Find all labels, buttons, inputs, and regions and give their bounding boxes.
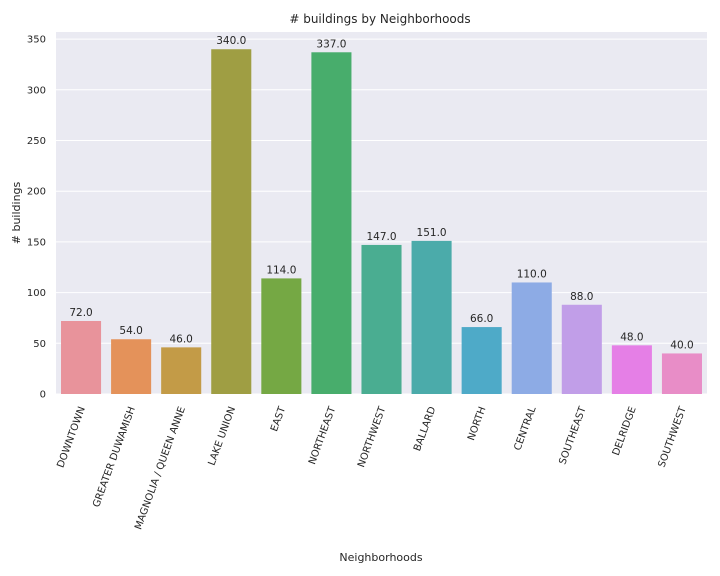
bar-value-label: 151.0 — [417, 227, 447, 239]
x-axis-label: Neighborhoods — [339, 551, 422, 564]
bar — [361, 244, 402, 394]
x-tick-label: NORTHEAST — [307, 404, 338, 466]
bar-value-label: 66.0 — [470, 313, 493, 325]
bar — [111, 339, 152, 394]
bar — [511, 282, 552, 394]
y-tick-label: 100 — [27, 288, 46, 299]
bar-value-label: 54.0 — [119, 325, 142, 337]
bar-value-label: 48.0 — [620, 331, 643, 343]
bar — [611, 345, 652, 394]
bar-value-label: 46.0 — [169, 333, 192, 345]
bar-value-label: 337.0 — [316, 38, 346, 50]
bar — [561, 304, 602, 394]
chart-title: # buildings by Neighborhoods — [289, 12, 470, 26]
x-tick-label: NORTH — [466, 405, 488, 442]
bar-value-label: 110.0 — [517, 268, 547, 280]
x-tick-label: LAKE UNION — [207, 405, 238, 467]
y-tick-label: 300 — [27, 85, 46, 96]
bar — [661, 353, 702, 394]
bar — [261, 278, 302, 394]
y-tick-label: 150 — [27, 237, 46, 248]
x-tick-label: GREATER DUWAMISH — [91, 405, 138, 509]
y-tick-label: 250 — [27, 136, 46, 147]
bar-value-label: 40.0 — [670, 339, 693, 351]
y-tick-label: 0 — [40, 390, 46, 401]
x-tick-label: BALLARD — [412, 405, 438, 453]
bar — [161, 347, 202, 394]
y-tick-label: 50 — [33, 339, 46, 350]
bar — [461, 327, 502, 394]
bar-value-label: 147.0 — [366, 231, 396, 243]
bar-value-label: 88.0 — [570, 291, 593, 303]
bar — [311, 52, 352, 394]
bar — [211, 49, 252, 394]
bar — [61, 320, 102, 394]
y-tick-label: 350 — [27, 35, 46, 46]
x-tick-label: MAGNOLIA / QUEEN ANNE — [133, 405, 188, 531]
y-tick-label: 200 — [27, 187, 46, 198]
bar-value-labels: 72.0 54.0 46.0 340.0 114.0 337.0 147.0 151.0 66.… — [69, 35, 693, 351]
bar — [411, 240, 452, 394]
x-tick-label: CENTRAL — [513, 405, 539, 452]
x-tick-label: SOUTHEAST — [558, 404, 589, 466]
y-axis-label: # buildings — [10, 181, 23, 244]
x-tick-label: SOUTHWEST — [657, 404, 689, 469]
x-tick-label: DELRIDGE — [611, 405, 639, 457]
bar-value-label: 72.0 — [69, 307, 92, 319]
x-tick-label: NORTHWEST — [356, 404, 388, 469]
x-tick-label: EAST — [269, 404, 288, 433]
bars — [61, 49, 702, 394]
bar-value-label: 114.0 — [266, 264, 296, 276]
bar-value-label: 340.0 — [216, 35, 246, 47]
y-axis-ticks: 0 50 100 150 200 250 300 350 — [27, 35, 46, 401]
x-tick-label: DOWNTOWN — [56, 405, 88, 469]
